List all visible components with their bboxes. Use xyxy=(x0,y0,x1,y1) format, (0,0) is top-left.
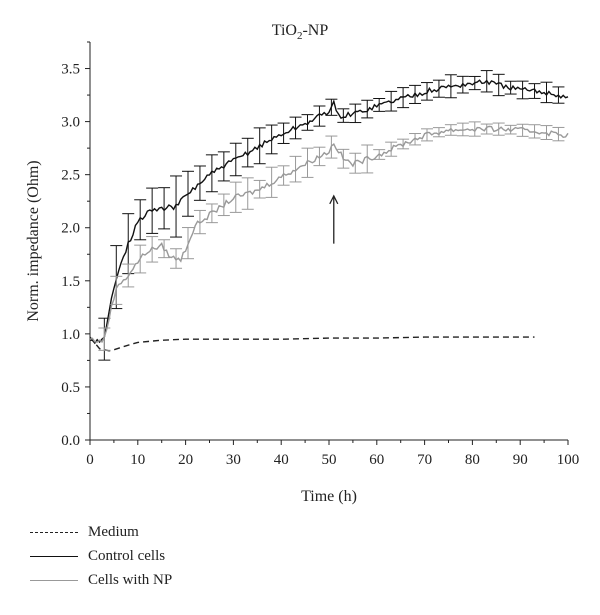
y-tick-label: 2.0 xyxy=(61,221,80,237)
x-tick-label: 50 xyxy=(322,452,337,468)
legend-swatch-black xyxy=(30,555,78,557)
chart-annotation-layer xyxy=(329,194,339,244)
legend-item-medium: Medium xyxy=(30,520,172,544)
series-line-cells-with-np xyxy=(89,125,569,344)
legend-item-cells-with-np: Cells with NP xyxy=(30,568,172,592)
x-axis-label: Time (h) xyxy=(301,488,357,505)
chart-title: TiO2-NP xyxy=(0,22,600,42)
chart-legend: Medium Control cells Cells with NP xyxy=(30,520,172,592)
annotation-arrow-head xyxy=(329,194,339,205)
chart-series-layer xyxy=(89,70,569,361)
y-axis-label: Norm. impedance (Ohm) xyxy=(25,160,42,322)
x-tick-label: 10 xyxy=(130,452,145,468)
x-tick-label: 60 xyxy=(369,452,384,468)
y-tick-label: 3.5 xyxy=(61,62,80,78)
legend-label-control-cells: Control cells xyxy=(88,547,166,564)
line-chart: 0 10 20 30 40 50 60 70 80 90 100 0.0 0.5 1.0 1.5 2.0 2.5… xyxy=(61,41,580,468)
legend-swatch-gray xyxy=(30,579,78,581)
x-tick-label: 30 xyxy=(226,452,241,468)
chart-title-suffix: -NP xyxy=(302,22,329,39)
y-tick-label: 2.5 xyxy=(61,168,80,184)
x-tick-label: 90 xyxy=(513,452,528,468)
legend-label-cells-with-np: Cells with NP xyxy=(88,571,173,588)
series-medium xyxy=(89,336,535,352)
x-tick-label: 70 xyxy=(417,452,432,468)
chart-title-subscript: 2 xyxy=(296,30,303,43)
y-tick-label: 0.5 xyxy=(61,380,80,396)
x-tick-label: 0 xyxy=(86,452,94,468)
chart-axes: 0 10 20 30 40 50 60 70 80 90 100 0.0 0.5 1.0 1.5 2.0 2.5… xyxy=(61,41,580,468)
x-tick-label: 100 xyxy=(557,452,580,468)
series-line-medium xyxy=(89,336,535,352)
legend-swatch-dashed xyxy=(30,531,78,533)
y-tick-label: 0.0 xyxy=(61,433,80,449)
x-tick-label: 80 xyxy=(465,452,480,468)
series-line-control-cells xyxy=(89,79,569,345)
legend-label-medium: Medium xyxy=(88,523,139,540)
x-tick-label: 40 xyxy=(274,452,289,468)
x-tick-label: 20 xyxy=(178,452,193,468)
series-cells-with-np xyxy=(89,121,569,351)
series-control-cells xyxy=(89,70,569,361)
chart-title-main: TiO xyxy=(271,22,297,39)
legend-item-control-cells: Control cells xyxy=(30,544,172,568)
y-tick-label: 1.0 xyxy=(61,327,80,343)
y-tick-label: 3.0 xyxy=(61,115,80,131)
y-tick-label: 1.5 xyxy=(61,274,80,290)
